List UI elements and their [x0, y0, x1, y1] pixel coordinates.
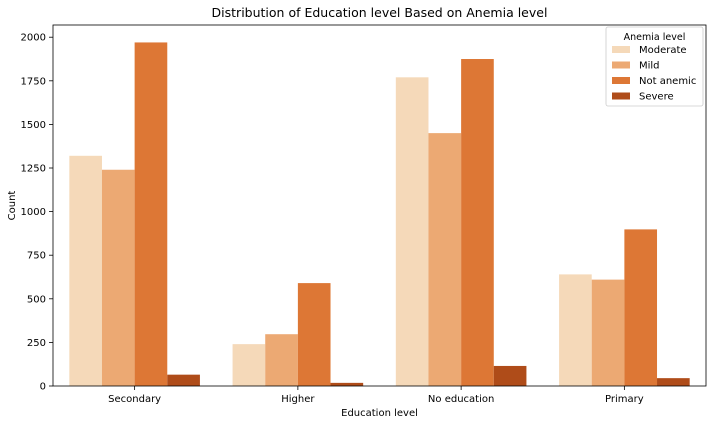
legend-label: Moderate: [639, 45, 687, 56]
bar-primary-severe: [657, 378, 690, 386]
bar-no-education-not-anemic: [461, 59, 494, 386]
legend-swatch: [612, 77, 630, 84]
bar-primary-moderate: [559, 274, 592, 386]
legend-label: Not anemic: [639, 76, 696, 87]
x-axis: Secondary Higher No education Primary: [108, 386, 644, 405]
bar-secondary-moderate: [69, 155, 102, 386]
y-tick-label: 0: [40, 382, 46, 393]
legend-frame: [605, 26, 704, 107]
x-tick-label: No education: [428, 394, 494, 405]
x-tick-label: Secondary: [108, 394, 161, 405]
bar-no-education-mild: [428, 133, 462, 386]
bar-higher-mild: [265, 334, 298, 386]
bar-higher-moderate: [232, 344, 266, 386]
x-tick-label: Primary: [605, 394, 644, 405]
y-tick-label: 2000: [21, 33, 46, 44]
bars-group: [69, 42, 690, 387]
y-tick-label: 1000: [21, 207, 46, 218]
legend-swatch: [612, 61, 630, 69]
y-axis-label: Count: [7, 191, 18, 221]
y-tick-label: 750: [27, 251, 46, 262]
y-tick-label: 1750: [21, 76, 46, 87]
x-tick-label: Higher: [281, 394, 315, 405]
bar-secondary-severe: [167, 374, 200, 386]
legend-items: Moderate Mild Not anemic Severe: [612, 45, 696, 103]
y-tick-label: 500: [27, 294, 46, 305]
bar-no-education-moderate: [395, 77, 429, 386]
y-tick-label: 250: [27, 338, 46, 349]
x-axis-label: Education level: [341, 408, 418, 419]
legend-label: Severe: [639, 92, 674, 103]
y-tick-label: 1250: [21, 164, 46, 175]
y-axis: 0 250 500 750 1000 1250 1500 1750 2000: [21, 33, 53, 393]
legend-swatch: [612, 92, 630, 100]
bar-no-education-severe: [493, 365, 527, 386]
bar-primary-not-anemic: [624, 229, 658, 386]
bar-primary-mild: [591, 279, 625, 386]
bar-higher-severe: [330, 382, 364, 386]
legend-title: Anemia level: [624, 32, 686, 43]
plot-frame: [52, 24, 707, 387]
y-tick-label: 1500: [21, 120, 46, 131]
legend-label: Mild: [639, 61, 660, 72]
legend: Anemia level Moderate Mild Not anemic Sever…: [605, 26, 704, 107]
bar-secondary-not-anemic: [134, 42, 168, 387]
legend-swatch: [612, 46, 630, 53]
bar-higher-not-anemic: [297, 283, 331, 386]
bar-secondary-mild: [101, 169, 135, 386]
chart-title: Distribution of Education level Based on…: [212, 5, 548, 20]
